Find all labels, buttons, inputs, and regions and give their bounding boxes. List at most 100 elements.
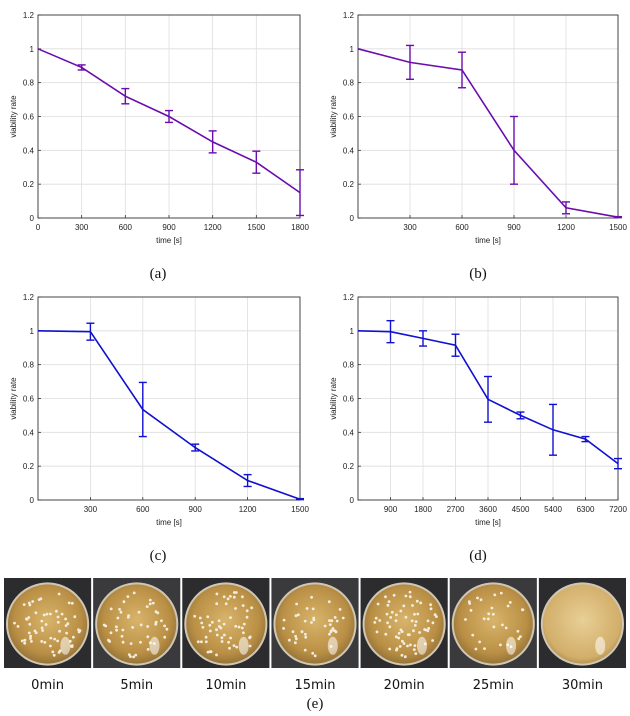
x-tick-label: 900 [384, 505, 398, 514]
light-reflection [327, 636, 338, 655]
colony [295, 602, 298, 606]
x-tick-label: 600 [136, 505, 150, 514]
error-bar [165, 109, 173, 124]
y-tick-label: 0.4 [343, 146, 355, 155]
colony [224, 602, 228, 606]
error-bar [296, 169, 304, 217]
colony [490, 606, 494, 610]
colony [392, 593, 396, 597]
agar-surface [275, 584, 355, 664]
caption-c: (c) [150, 548, 167, 564]
colony [226, 597, 230, 601]
x-tick-label: 1500 [609, 223, 627, 232]
colony [413, 644, 417, 647]
colony [49, 636, 53, 640]
colony [390, 610, 394, 614]
colony [237, 625, 241, 629]
y-tick-label: 0 [30, 496, 35, 505]
axes-frame [357, 14, 619, 219]
colony [132, 655, 136, 659]
x-axis-label: time [s] [156, 518, 182, 527]
colony [218, 625, 221, 628]
colony [72, 635, 75, 639]
colony [410, 619, 414, 623]
x-tick-label: 1800 [414, 505, 432, 514]
light-reflection [60, 636, 71, 655]
colony [426, 619, 430, 623]
colony [51, 650, 55, 654]
axes-frame [357, 296, 619, 501]
colony [234, 624, 238, 628]
colony [386, 603, 390, 607]
colony [402, 604, 406, 608]
light-reflection [595, 636, 606, 655]
colony [312, 616, 316, 620]
colony [397, 631, 401, 635]
colony [291, 630, 295, 634]
colony [401, 639, 404, 643]
colony [146, 648, 150, 651]
colony [222, 622, 226, 626]
colony [431, 621, 435, 625]
x-tick-label: 900 [189, 505, 203, 514]
light-reflection [416, 636, 427, 655]
agar-surface [97, 584, 177, 664]
colony [411, 604, 414, 607]
chart-panel-c: 0 0.2 0.4 0.6 0.8 1 1.2 300 600 900 1200 1500 time [… [9, 293, 309, 527]
y-tick-label: 0 [350, 496, 355, 505]
colony [220, 640, 224, 643]
colony [395, 613, 398, 617]
colony [139, 640, 142, 644]
x-tick-label: 6300 [577, 505, 595, 514]
x-axis-label: time [s] [156, 236, 182, 245]
error-bar [243, 473, 252, 488]
colony [399, 609, 403, 613]
colony [313, 654, 317, 658]
colony [295, 637, 298, 641]
colony [469, 609, 473, 612]
colony [404, 615, 408, 619]
x-tick-label: 1800 [291, 223, 309, 232]
colony [116, 616, 120, 620]
colony [245, 615, 249, 619]
colony [220, 636, 224, 640]
colony [373, 621, 377, 624]
x-tick-label: 3600 [479, 505, 497, 514]
colony [412, 629, 415, 633]
error-bar [562, 201, 570, 215]
colony [519, 635, 522, 638]
y-tick-label: 0.2 [343, 462, 355, 471]
colony [476, 596, 479, 600]
colony [429, 603, 432, 607]
colony [408, 590, 412, 594]
y-tick-label: 0.4 [343, 428, 355, 437]
colony [388, 625, 392, 629]
x-tick-label: 2700 [447, 505, 465, 514]
colony [109, 631, 113, 635]
error-bar [510, 115, 518, 185]
colony [200, 640, 203, 644]
error-bar [614, 215, 622, 219]
colony [282, 618, 286, 622]
colony [384, 595, 387, 599]
y-tick-label: 1 [30, 45, 35, 54]
colony [163, 635, 167, 639]
colony [37, 598, 41, 601]
colony [206, 615, 210, 619]
colony [148, 598, 152, 602]
colony [491, 612, 495, 616]
colony [419, 601, 423, 605]
colony [426, 629, 430, 633]
colony [137, 610, 141, 614]
colony [119, 610, 123, 614]
colony [215, 592, 219, 596]
colony [45, 612, 49, 616]
colony [196, 640, 200, 644]
colony [235, 645, 239, 649]
colony [521, 608, 524, 612]
y-tick-label: 0.6 [23, 113, 35, 122]
colony [517, 637, 521, 641]
colony [483, 647, 486, 650]
colony [414, 620, 418, 623]
colony [232, 591, 236, 594]
